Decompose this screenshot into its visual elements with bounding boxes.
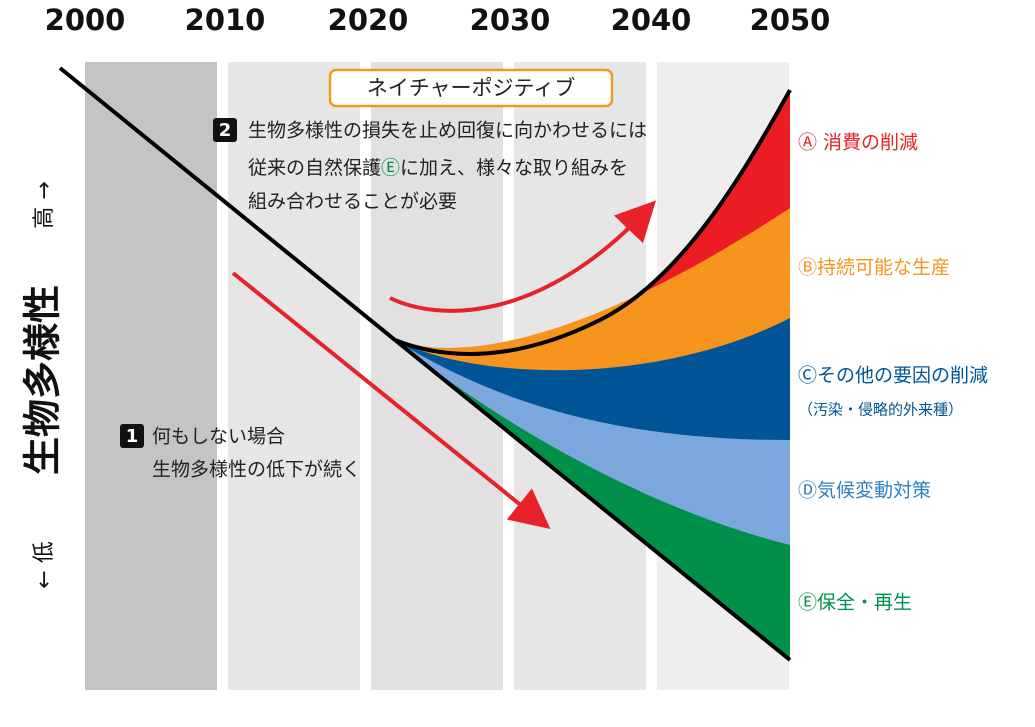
text: Ⓔ (381, 157, 400, 179)
year-label: 2010 (185, 3, 266, 37)
year-label: 2040 (611, 3, 692, 37)
scenario-2-text: 従来の自然保護Ⓔに加え、様々な取り組みを (248, 157, 628, 179)
year-label: 2020 (328, 3, 409, 37)
nature-positive: ネイチャーポジティブ (367, 76, 576, 100)
text: に加え、様々な取り組みを (400, 157, 628, 179)
legend-note: （汚染・侵略的外来種） (798, 401, 963, 419)
scenario-1-text: 生物多様性の低下が続く (152, 459, 361, 481)
legend-item: Ⓐ 消費の削減 (798, 132, 918, 154)
badge (120, 424, 144, 448)
legend-item: Ⓔ保全・再生 (798, 592, 912, 614)
year-label: 2050 (750, 3, 831, 37)
legend-item: Ⓑ持続可能な生産 (798, 257, 950, 279)
badge (213, 118, 237, 142)
year-label: 2000 (45, 3, 126, 37)
year-labels: 2000 2010 2020 2030 2040 2050 (45, 3, 831, 37)
axis-low: ← 低 (32, 541, 57, 588)
decline-arrow (231, 271, 551, 530)
legend: Ⓐ 消費の削減 Ⓑ持続可能な生産 Ⓒその他の要因の削減 （汚染・侵略的外来種） … (798, 132, 988, 614)
legend-item: Ⓒその他の要因の削減 (798, 365, 988, 387)
badge-number: 1 (126, 426, 139, 447)
scenario-2-text: 生物多様性の損失を止め回復に向かわせるには (248, 120, 647, 142)
scenario-2-text: 組み合わせることが必要 (248, 191, 457, 213)
band (228, 62, 360, 690)
nature-positive-box: ネイチャーポジティブ (328, 68, 614, 108)
axis-high: 高 → (32, 181, 57, 228)
legend-item: Ⓓ気候変動対策 (798, 480, 931, 502)
year-label: 2030 (470, 3, 551, 37)
band (85, 62, 217, 690)
scenario-1-text: 何もしない場合 (152, 426, 285, 448)
badge-number: 2 (219, 120, 232, 141)
text: 従来の自然保護 (248, 157, 381, 179)
recovery-curve (394, 89, 792, 356)
y-axis-label: 高 → 生物多様性 ← 低 (21, 181, 65, 588)
box (328, 68, 614, 108)
axis-title: 生物多様性 (21, 285, 65, 475)
recovery-arrow (389, 200, 657, 313)
